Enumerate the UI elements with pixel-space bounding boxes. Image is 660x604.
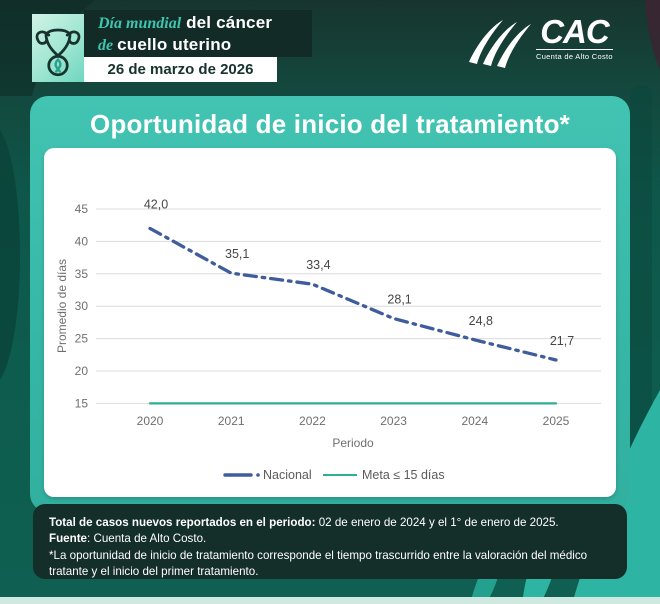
footer-line2: Fuente: Cuenta de Alto Costo. [49, 531, 611, 547]
svg-text:Promedio de días: Promedio de días [55, 259, 69, 353]
svg-text:45: 45 [75, 202, 89, 216]
footer-line1-rest: 02 de enero de 2024 y el 1° de enero de … [315, 516, 559, 529]
chart-panel: 45 40 35 30 25 20 15 2020 2021 2022 2023 2024 2025 Pe… [44, 148, 616, 497]
svg-text:2023: 2023 [380, 414, 407, 428]
cac-logo: CAC Cuenta de Alto Costo [468, 13, 638, 68]
svg-text:Meta ≤ 15 días: Meta ≤ 15 días [362, 468, 445, 482]
shadow-band-right [630, 85, 652, 465]
svg-text:Periodo: Periodo [332, 436, 374, 450]
campaign-title-bold1: del cáncer [181, 12, 273, 32]
svg-text:21,7: 21,7 [550, 334, 574, 348]
campaign-title-line1: Día mundial del cáncer [98, 12, 312, 34]
campaign-title-script2: de [98, 36, 118, 54]
svg-text:28,1: 28,1 [387, 293, 411, 307]
bottom-strip [0, 597, 660, 604]
svg-text:33,4: 33,4 [306, 258, 330, 272]
accent-shape-top-right [645, 0, 660, 70]
svg-text:24,8: 24,8 [469, 314, 493, 328]
svg-text:30: 30 [75, 299, 89, 313]
campaign-title-bold2: cuello uterino [117, 34, 232, 54]
svg-text:2024: 2024 [461, 414, 488, 428]
svg-text:2022: 2022 [299, 414, 326, 428]
svg-text:15: 15 [75, 396, 89, 410]
cac-acronym: CAC [540, 13, 609, 50]
svg-text:42,0: 42,0 [144, 197, 168, 211]
cac-subtitle: Cuenta de Alto Costo [536, 49, 613, 61]
footer-line2-bold: Fuente [49, 532, 88, 546]
uterus-ribbon-icon [35, 28, 81, 77]
cac-swoosh-icon [469, 20, 531, 68]
cac-logo-text: CAC Cuenta de Alto Costo [536, 13, 613, 61]
svg-text:Nacional: Nacional [263, 468, 312, 482]
footer-line2-rest: : Cuenta de Alto Costo. [87, 532, 207, 546]
main-card: Oportunidad de inicio del tratamiento* 4… [30, 96, 630, 512]
svg-text:2025: 2025 [543, 414, 570, 428]
svg-text:2020: 2020 [137, 414, 164, 428]
campaign-icon-box [32, 14, 84, 82]
footer-line3: *La oportunidad de inicio de tratamiento… [49, 548, 588, 579]
svg-text:40: 40 [75, 234, 89, 248]
page-title: Oportunidad de inicio del tratamiento* [90, 109, 570, 139]
footer-line1: Total de casos nuevos reportados en el p… [49, 515, 611, 531]
svg-text:25: 25 [75, 332, 89, 346]
svg-text:20: 20 [75, 364, 89, 378]
footer-line1-bold: Total de casos nuevos reportados en el p… [49, 516, 316, 529]
chart-svg: 45 40 35 30 25 20 15 2020 2021 2022 2023 2024 2025 Pe… [55, 197, 601, 482]
svg-text:35,1: 35,1 [225, 247, 249, 261]
campaign-title: Día mundial del cáncer de cuello uterino [84, 10, 312, 57]
svg-text:35: 35 [75, 267, 89, 281]
leaf-silhouette-left [0, 130, 20, 380]
footer-note: Total de casos nuevos reportados en el p… [33, 504, 627, 579]
svg-text:2021: 2021 [218, 414, 245, 428]
campaign-title-script1: Día mundial [98, 14, 182, 32]
campaign-date: 26 de marzo de 2026 [84, 57, 277, 82]
campaign-title-line2: de cuello uterino [98, 34, 312, 56]
